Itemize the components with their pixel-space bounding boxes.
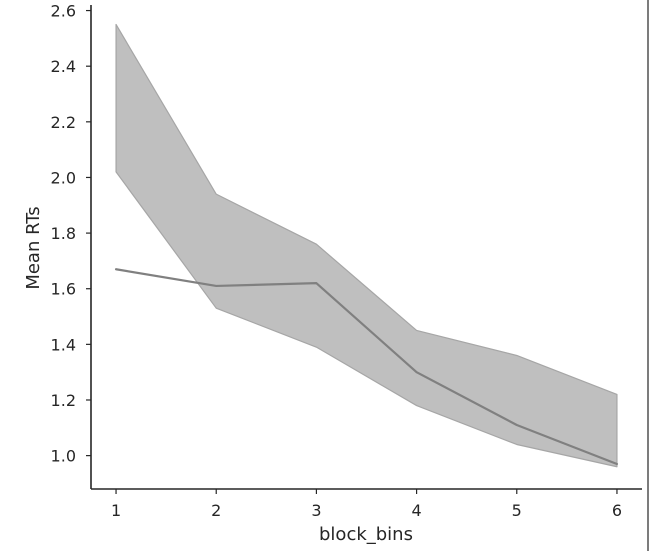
y-tick-label: 2.6 bbox=[51, 2, 76, 21]
y-tick-label: 1.8 bbox=[51, 224, 76, 243]
confidence-band bbox=[115, 23, 618, 468]
x-tick-label: 3 bbox=[311, 501, 321, 520]
y-tick-label: 2.0 bbox=[51, 168, 76, 187]
y-ticks: 1.0 1.2 1.4 1.6 1.8 2.0 2.2 2.4 2.6 bbox=[51, 2, 91, 466]
x-tick-label: 5 bbox=[512, 501, 522, 520]
y-tick-label: 1.4 bbox=[51, 335, 76, 354]
x-tick-label: 1 bbox=[111, 501, 121, 520]
y-tick-label: 2.4 bbox=[51, 57, 76, 76]
y-tick-label: 1.6 bbox=[51, 280, 76, 299]
x-tick-label: 4 bbox=[411, 501, 421, 520]
y-tick-label: 1.2 bbox=[51, 391, 76, 410]
y-tick-label: 2.2 bbox=[51, 113, 76, 132]
y-tick-label: 1.0 bbox=[51, 447, 76, 466]
x-axis-label: block_bins bbox=[319, 524, 413, 545]
confidence-band-layer bbox=[115, 23, 618, 468]
series-line bbox=[114, 268, 619, 466]
x-tick-label: 2 bbox=[211, 501, 221, 520]
y-axis-label: Mean RTs bbox=[23, 206, 44, 289]
x-ticks: 1 2 3 4 5 6 bbox=[111, 489, 622, 520]
series-line-layer bbox=[114, 268, 619, 466]
x-tick-label: 6 bbox=[612, 501, 622, 520]
